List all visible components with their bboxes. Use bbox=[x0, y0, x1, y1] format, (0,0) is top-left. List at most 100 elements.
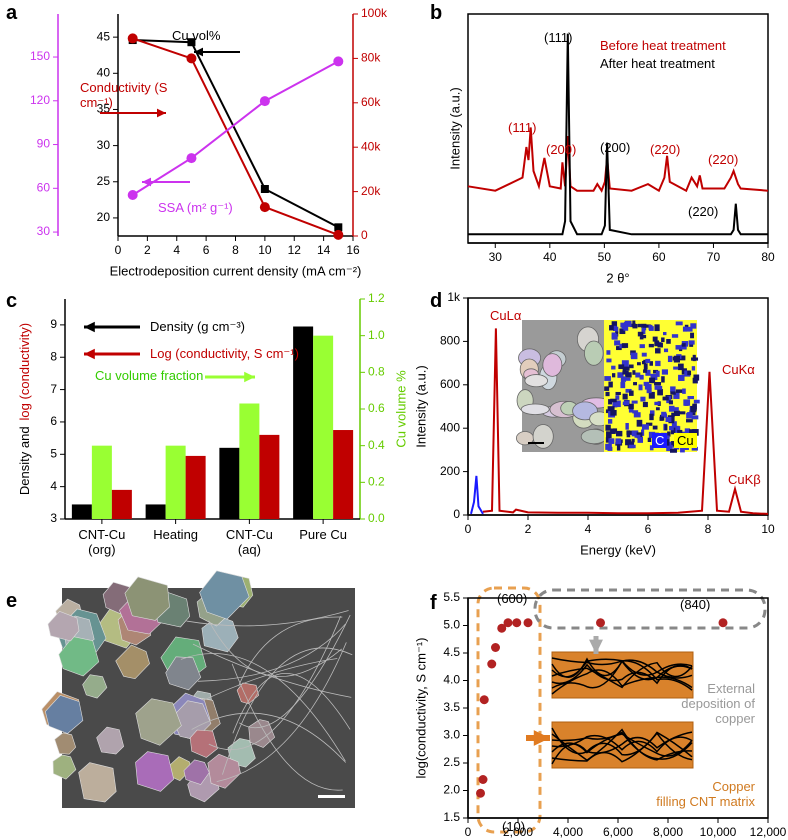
map-pixel bbox=[686, 327, 693, 332]
map-pixel bbox=[622, 370, 629, 375]
map-pixel bbox=[657, 389, 663, 396]
crystal bbox=[207, 753, 241, 789]
x-tick-label: 70 bbox=[707, 250, 721, 264]
point bbox=[718, 618, 728, 628]
map-pixel bbox=[607, 419, 613, 424]
map-pixel bbox=[655, 385, 663, 390]
map-pixel bbox=[628, 403, 634, 410]
y-tick-label: 7 bbox=[50, 382, 57, 396]
x-tick-label: Pure Cu bbox=[299, 527, 347, 542]
map-pixel bbox=[637, 323, 641, 328]
map-pixel bbox=[691, 446, 698, 451]
map-pixel bbox=[679, 411, 686, 415]
y-tick-label: 0.6 bbox=[368, 401, 385, 415]
map-pixel bbox=[633, 412, 641, 418]
bar bbox=[71, 504, 92, 519]
x-tick-label: 40 bbox=[543, 250, 557, 264]
map-pixel bbox=[636, 419, 643, 427]
map-pixel bbox=[675, 321, 683, 326]
x-tick-label: 80 bbox=[761, 250, 775, 264]
map-pixel bbox=[641, 334, 647, 339]
map-pixel bbox=[668, 405, 675, 412]
y-tick-label: 80k bbox=[361, 51, 381, 65]
annotation: (10) bbox=[502, 819, 526, 834]
map-pixel bbox=[634, 434, 641, 438]
fiber bbox=[232, 673, 351, 734]
arrow-head bbox=[194, 47, 204, 57]
y-tick-label: 90 bbox=[37, 137, 51, 151]
cnt-line bbox=[551, 661, 693, 689]
y-tick-label: 6 bbox=[50, 414, 57, 428]
x-tick-label: 50 bbox=[598, 250, 612, 264]
crystal bbox=[78, 762, 117, 803]
arrow-head bbox=[156, 108, 166, 118]
point bbox=[497, 623, 507, 633]
annotation: CuKβ bbox=[728, 472, 761, 487]
map-pixel bbox=[609, 325, 614, 331]
map-pixel bbox=[643, 363, 648, 370]
arrow-head bbox=[244, 371, 255, 383]
x-tick-label: 6 bbox=[203, 243, 210, 257]
bar bbox=[91, 445, 112, 519]
map-pixel bbox=[664, 424, 668, 431]
map-pixel bbox=[675, 389, 683, 393]
crystal bbox=[165, 656, 202, 691]
point bbox=[523, 618, 533, 628]
map-pixel bbox=[645, 369, 651, 376]
marker bbox=[186, 153, 197, 164]
y-tick-label: 5.0 bbox=[443, 618, 460, 632]
cnt-line bbox=[551, 731, 693, 760]
map-pixel bbox=[680, 344, 687, 350]
map-pixel bbox=[605, 437, 610, 443]
map-pixel bbox=[623, 322, 628, 327]
map-pixel bbox=[613, 325, 617, 332]
map-pixel bbox=[610, 428, 616, 434]
map-pixel bbox=[652, 336, 658, 342]
x-tick-label: 10 bbox=[258, 243, 272, 257]
y-tick-label: 3.0 bbox=[443, 728, 460, 742]
map-pixel bbox=[616, 444, 621, 451]
map-pixel bbox=[606, 350, 611, 355]
y-tick-label: 0.8 bbox=[368, 365, 385, 379]
map-pixel bbox=[605, 443, 612, 450]
x-axis-label: Energy (keV) bbox=[580, 542, 656, 557]
map-pixel bbox=[625, 372, 632, 378]
fiber bbox=[238, 614, 351, 728]
map-pixel bbox=[663, 413, 667, 418]
map-pixel bbox=[614, 340, 621, 346]
annotation: (111) bbox=[508, 120, 537, 135]
y-tick-label: 5.5 bbox=[443, 590, 460, 604]
fiber bbox=[191, 712, 347, 763]
scale-bar bbox=[528, 442, 544, 444]
map-pixel bbox=[632, 323, 638, 329]
map-pixel bbox=[637, 437, 644, 443]
y-tick-label: 200 bbox=[440, 464, 460, 478]
map-pixel bbox=[693, 399, 700, 404]
bar bbox=[259, 434, 280, 519]
annotation: (111) bbox=[544, 30, 573, 45]
x-tick-label: 2,000 bbox=[503, 825, 533, 839]
map-pixel bbox=[667, 355, 673, 363]
x-tick-label: 8,000 bbox=[653, 825, 683, 839]
point bbox=[596, 618, 605, 628]
map-pixel bbox=[618, 364, 625, 370]
map-pixel bbox=[684, 428, 690, 436]
y-tick-label: 40 bbox=[97, 65, 111, 79]
map-pixel bbox=[673, 366, 679, 370]
map-pixel bbox=[693, 374, 700, 381]
map-pixel bbox=[679, 365, 684, 370]
map-pixel bbox=[607, 406, 615, 410]
cnt-line bbox=[551, 663, 693, 685]
fiber bbox=[197, 623, 346, 682]
map-pixel bbox=[615, 391, 621, 395]
map-pixel bbox=[630, 352, 637, 359]
map-pixel bbox=[673, 355, 680, 363]
y-tick-label: 0 bbox=[361, 228, 368, 242]
map-pixel bbox=[615, 326, 619, 334]
grain bbox=[584, 340, 604, 366]
map-pixel bbox=[617, 372, 624, 378]
map-pixel bbox=[610, 409, 617, 416]
y-tick-label: 1.5 bbox=[443, 810, 460, 824]
bar bbox=[185, 455, 206, 519]
